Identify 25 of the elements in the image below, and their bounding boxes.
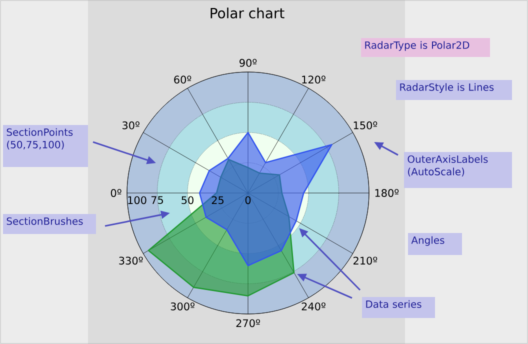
y-tick-label: 25 [212,196,224,204]
text: RadarType is Polar2D [365,41,470,51]
spoke-label: 60º [174,76,192,84]
text: RadarStyle is Lines [400,83,494,93]
spoke-label: 90º [240,58,257,67]
spoke-label: 240º [302,302,326,310]
text: SectionPoints (50,75,100) [6,128,73,150]
chart-title: Polar chart [210,8,284,18]
spoke-label: 210º [354,256,378,265]
spoke-label: 0º [110,189,122,197]
spoke-label: 180º [375,189,399,197]
y-tick-label: 100 [128,196,146,204]
spoke-label: 120º [302,76,326,84]
text: OuterAxisLabels (AutoScale) [408,155,488,177]
y-tick-label: 75 [151,196,163,204]
text: SectionBrushes [6,217,83,225]
text: Angles [411,236,444,246]
y-tick-label: 0 [245,196,251,204]
spoke-label: 270º [236,319,260,328]
spoke-label: 150º [354,121,378,130]
spoke-label: 330º [119,256,143,265]
y-tick-label: 50 [182,196,194,204]
spoke-label: 30º [122,121,140,130]
text: Data series [366,300,422,308]
spoke-label: 300º [170,302,194,310]
